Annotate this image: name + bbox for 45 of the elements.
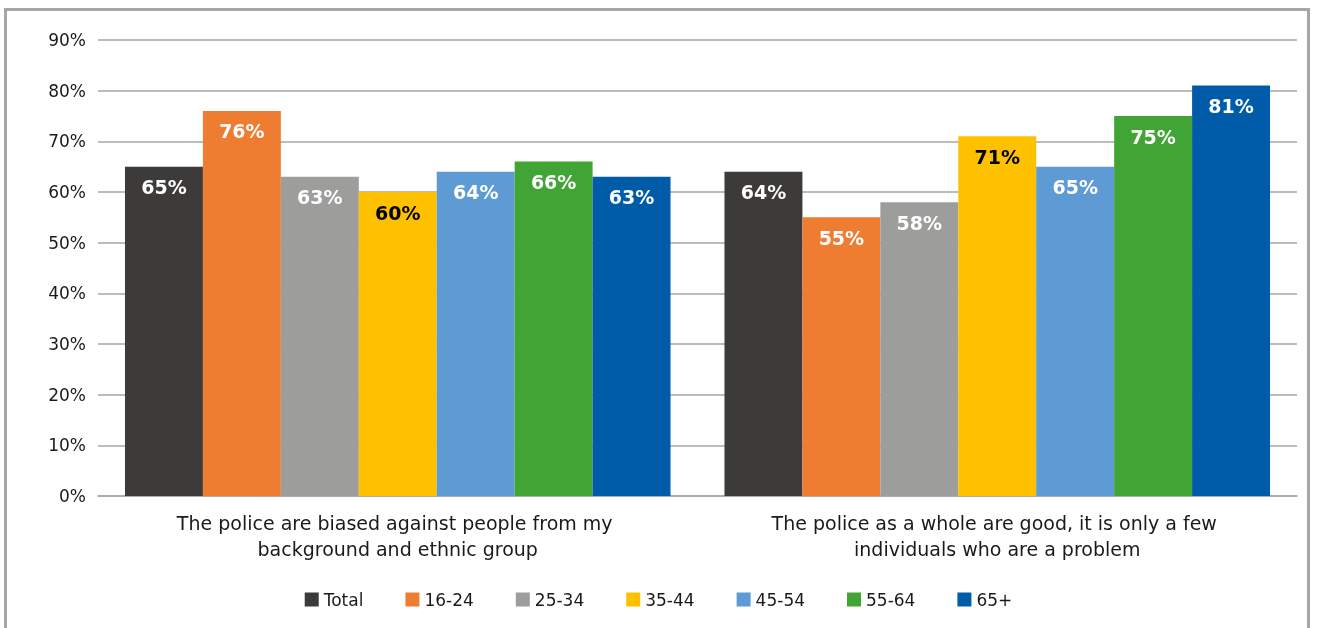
legend-label: 55-64 [866, 589, 916, 610]
data-label: 75% [1130, 125, 1176, 148]
y-tick-label: 50% [48, 232, 86, 253]
y-tick-label: 30% [48, 334, 86, 354]
bar [592, 176, 671, 496]
y-tick-label: 20% [48, 384, 86, 405]
y-tick-label: 60% [48, 182, 86, 202]
y-tick-label: 0% [59, 486, 86, 506]
bar [436, 171, 515, 496]
y-tick-label: 10% [48, 435, 86, 456]
y-tick-label: 90% [48, 30, 86, 50]
x-tick-label: The police are biased against people from my background and ethnic group [175, 512, 619, 560]
bar [724, 171, 803, 496]
data-label: 60% [375, 201, 421, 224]
data-label: 65% [141, 176, 187, 199]
data-label: 71% [974, 145, 1020, 168]
data-label: 55% [818, 226, 865, 249]
legend-label: 35-44 [645, 589, 695, 610]
bar [1036, 166, 1115, 496]
data-label: 63% [608, 186, 655, 209]
bar [514, 161, 593, 496]
bar [1192, 85, 1271, 496]
data-label: 65% [1052, 176, 1098, 199]
legend-label: 25-34 [534, 589, 585, 610]
bar [358, 192, 437, 496]
x-tick-label: The police as a whole are good, it is only a few individuals who are a problem [770, 512, 1223, 560]
y-tick-label: 80% [48, 80, 86, 101]
bar [202, 110, 281, 496]
data-label: 63% [297, 186, 343, 209]
data-label: 58% [896, 211, 943, 234]
bar [124, 166, 203, 496]
y-tick-label: 70% [48, 131, 86, 152]
data-label: 76% [219, 120, 265, 143]
data-label: 81% [1208, 95, 1254, 118]
legend-label: 65+ [976, 589, 1013, 610]
legend-label: 45-54 [755, 589, 806, 610]
legend-label: 16-24 [424, 589, 474, 610]
bar [958, 136, 1037, 496]
y-tick-label: 40% [48, 283, 86, 304]
legend-label: Total [322, 589, 364, 610]
data-label: 64% [452, 181, 499, 204]
data-label: 66% [530, 171, 577, 194]
bar [1114, 116, 1193, 496]
bar [802, 217, 881, 496]
data-label: 64% [740, 181, 787, 204]
